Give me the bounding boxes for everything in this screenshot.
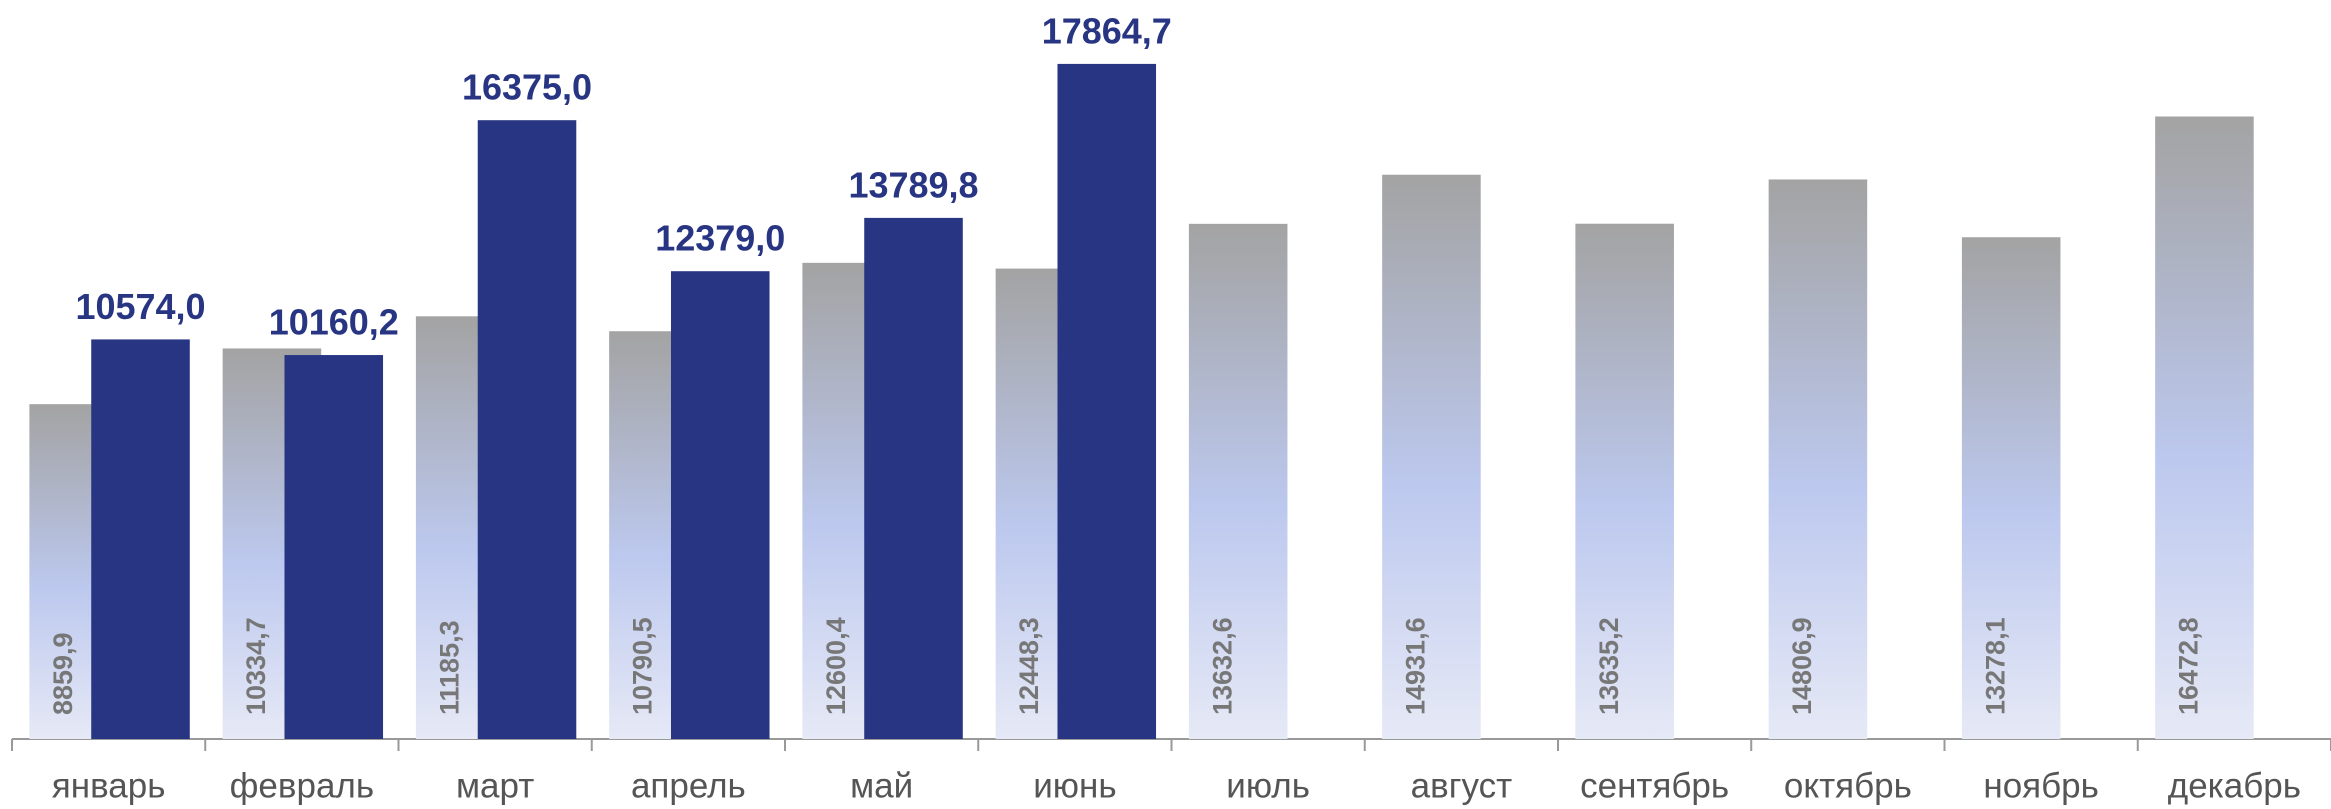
value-label: 10334,7 [241, 617, 271, 715]
x-tick-label: май [850, 766, 913, 805]
x-tick-label: декабрь [2168, 766, 2301, 805]
x-tick-label: сентябрь [1580, 766, 1729, 805]
value-label: 13789,8 [848, 164, 978, 205]
bar [1057, 63, 1157, 739]
bar [1382, 174, 1481, 740]
x-tick-label: февраль [230, 766, 374, 805]
bar [1575, 223, 1674, 739]
value-label: 12600,4 [821, 617, 851, 715]
bar [1768, 179, 1868, 739]
bar [1961, 237, 2061, 739]
value-label: 16375,0 [462, 67, 592, 108]
value-label: 12379,0 [655, 218, 785, 259]
bar [1188, 223, 1288, 739]
bar [2155, 116, 2254, 739]
x-tick-label: март [456, 766, 534, 805]
value-label: 17864,7 [1042, 10, 1172, 51]
bar [284, 355, 384, 739]
bar [477, 120, 577, 739]
x-tick-label: август [1411, 766, 1512, 805]
x-tick-label: октябрь [1784, 766, 1912, 805]
value-label: 10160,2 [269, 302, 399, 343]
x-tick-label: ноябрь [1983, 766, 2099, 805]
x-tick-label: январь [52, 766, 166, 805]
value-label: 14931,6 [1401, 617, 1431, 715]
bar [864, 217, 963, 739]
value-label: 16472,8 [2174, 617, 2204, 715]
value-label: 10574,0 [75, 286, 205, 327]
value-label: 14806,9 [1787, 617, 1817, 715]
x-tick-label: июль [1226, 766, 1310, 805]
bar [91, 339, 190, 739]
x-tick-label: апрель [631, 766, 746, 805]
value-label: 8859,9 [48, 632, 78, 715]
value-label: 13635,2 [1594, 617, 1624, 715]
x-tick-label: июнь [1033, 766, 1116, 805]
value-label: 13278,1 [1980, 617, 2010, 715]
value-label: 10790,5 [628, 617, 658, 715]
value-label: 13632,6 [1207, 617, 1237, 715]
bar [670, 271, 770, 739]
value-label: 12448,3 [1014, 617, 1044, 715]
value-label: 11185,3 [434, 620, 464, 715]
